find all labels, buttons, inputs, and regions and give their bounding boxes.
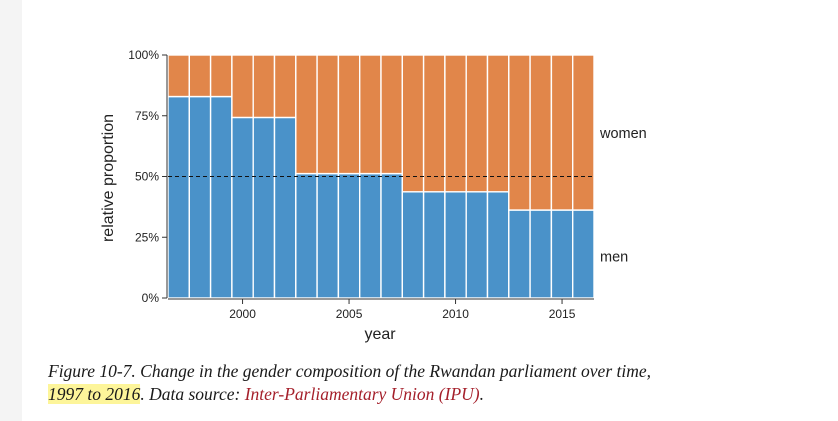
bar-men-2010: [444, 191, 467, 299]
bar-women-2015: [550, 54, 574, 211]
caption-end: .: [479, 384, 484, 404]
y-tick-label: 25%: [135, 230, 159, 244]
bar-women-2007: [380, 54, 403, 175]
bar-men-2002: [273, 116, 297, 299]
bar-women-2008: [401, 54, 425, 193]
series-label-men: men: [600, 250, 628, 266]
bar-men-2009: [422, 191, 446, 299]
bar-men-2015: [550, 209, 574, 299]
bar-women-2005: [337, 54, 361, 175]
bar-women-2003: [295, 54, 318, 175]
bar-men-1998: [188, 95, 212, 299]
y-tick-label: 75%: [135, 109, 159, 123]
caption-highlight: 1997 to 2016: [48, 384, 141, 404]
bar-men-1997: [167, 95, 190, 299]
x-tick-label: 2010: [442, 307, 469, 321]
x-tick-label: 2000: [229, 307, 256, 321]
x-tick-label: 2015: [549, 307, 576, 321]
bars-group: [167, 54, 595, 299]
bar-women-2000: [231, 54, 254, 119]
y-tick-label: 50%: [135, 170, 159, 184]
figure-caption: Figure 10-7. Change in the gender compos…: [48, 360, 808, 406]
bar-women-2013: [508, 54, 531, 211]
bar-women-2016: [572, 54, 595, 211]
bar-women-2004: [316, 54, 340, 175]
y-axis-label: relative proportion: [100, 114, 117, 242]
bar-women-2006: [359, 54, 382, 175]
bar-women-2011: [465, 54, 489, 193]
axes-group: 0% 25% 50% 75% 100% 2000 2005 2010 2015 men women: [128, 48, 646, 321]
bar-women-1999: [209, 54, 233, 98]
bar-men-2013: [508, 209, 531, 299]
bar-men-2005: [337, 172, 361, 299]
bar-men-2014: [529, 209, 553, 299]
bar-men-2004: [316, 172, 340, 299]
bar-men-2008: [401, 191, 425, 299]
bar-women-2010: [444, 54, 467, 193]
y-tick-label: 0%: [142, 291, 160, 305]
caption-text: Figure 10-7. Change in the gender compos…: [48, 361, 652, 381]
bar-women-2014: [529, 54, 553, 211]
source-link[interactable]: Inter-Parliamentary Union (IPU): [244, 384, 480, 404]
caption-text-2: . Data source:: [140, 384, 245, 404]
bar-men-2011: [465, 191, 489, 299]
bar-men-2016: [572, 209, 595, 299]
series-label-women: women: [599, 126, 647, 142]
bar-men-2001: [252, 116, 276, 299]
bar-men-2006: [359, 172, 382, 299]
bar-women-2002: [273, 54, 297, 119]
bar-men-2007: [380, 172, 403, 299]
bar-women-2009: [422, 54, 446, 193]
x-axis-label: year: [364, 326, 396, 343]
bar-men-2012: [486, 191, 510, 299]
bar-men-2000: [231, 116, 254, 299]
page-margin: [0, 0, 22, 421]
bar-women-1998: [188, 54, 212, 98]
x-tick-label: 2005: [336, 307, 363, 321]
bar-women-2001: [252, 54, 276, 119]
bar-men-1999: [209, 95, 233, 299]
bar-women-2012: [486, 54, 510, 193]
stacked-bar-chart: 0%25%50%75%100%2000 2005 2010 2015menwomen …: [100, 48, 647, 343]
y-tick-label: 100%: [128, 48, 159, 62]
bar-men-2003: [295, 172, 318, 299]
bar-women-1997: [167, 54, 190, 98]
